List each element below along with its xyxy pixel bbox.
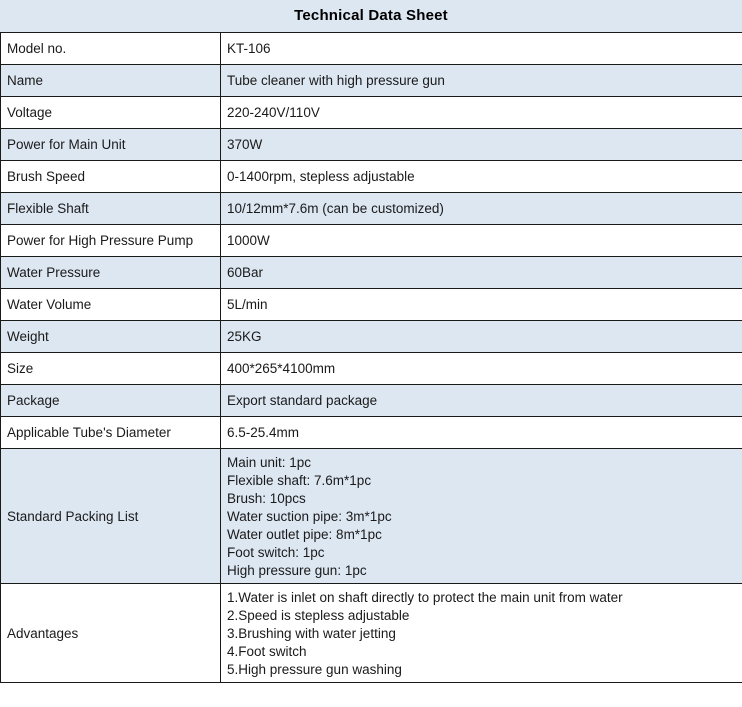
packing-list-item: High pressure gun: 1pc	[227, 563, 367, 578]
spec-label: Applicable Tube's Diameter	[0, 416, 221, 449]
advantages-value: 1.Water is inlet on shaft directly to pr…	[220, 583, 742, 683]
spec-value: 5L/min	[220, 288, 742, 321]
advantage-item: 5.High pressure gun washing	[227, 662, 402, 677]
packing-list-item: Water outlet pipe: 8m*1pc	[227, 527, 382, 542]
advantage-item: 4.Foot switch	[227, 644, 307, 659]
page-title: Technical Data Sheet	[0, 0, 742, 32]
advantage-item: 2.Speed is stepless adjustable	[227, 608, 410, 623]
spec-label: Power for Main Unit	[0, 128, 221, 161]
spec-label: Brush Speed	[0, 160, 221, 193]
spec-value: 370W	[220, 128, 742, 161]
spec-label: Model no.	[0, 32, 221, 65]
packing-list-item: Main unit: 1pc	[227, 455, 312, 470]
table-row: Name Tube cleaner with high pressure gun	[0, 64, 742, 97]
spec-value: KT-106	[220, 32, 742, 65]
table-row: Package Export standard package	[0, 384, 742, 417]
table-row: Brush Speed 0-1400rpm, stepless adjustabl…	[0, 160, 742, 193]
packing-list-item: Water suction pipe: 3m*1pc	[227, 509, 392, 524]
packing-list-item: Foot switch: 1pc	[227, 545, 325, 560]
spec-label: Water Pressure	[0, 256, 221, 289]
packing-list-value-lines: Main unit: 1pc Flexible shaft: 7.6m*1pc Br…	[227, 454, 736, 580]
spec-label: Water Volume	[0, 288, 221, 321]
table-row: Model no. KT-106	[0, 32, 742, 65]
specifications-table: Model no. KT-106 Name Tube cleaner with hig…	[0, 32, 742, 683]
packing-list-item: Flexible shaft: 7.6m*1pc	[227, 473, 372, 488]
spec-value: Tube cleaner with high pressure gun	[220, 64, 742, 97]
spec-value: 60Bar	[220, 256, 742, 289]
table-body: Model no. KT-106 Name Tube cleaner with hig…	[0, 32, 742, 683]
spec-value: 6.5-25.4mm	[220, 416, 742, 449]
spec-label: Voltage	[0, 96, 221, 129]
packing-list-label: Standard Packing List	[0, 448, 221, 584]
table-row-advantages: Advantages 1.Water is inlet on shaft dire…	[0, 583, 742, 683]
spec-value: 0-1400rpm, stepless adjustable	[220, 160, 742, 193]
spec-value: Export standard package	[220, 384, 742, 417]
spec-value: 25KG	[220, 320, 742, 353]
spec-label: Weight	[0, 320, 221, 353]
table-row: Water Volume 5L/min	[0, 288, 742, 321]
packing-list-item: Brush: 10pcs	[227, 491, 306, 506]
spec-label: Flexible Shaft	[0, 192, 221, 225]
packing-list-value: Main unit: 1pc Flexible shaft: 7.6m*1pc Br…	[220, 448, 742, 584]
advantage-item: 3.Brushing with water jetting	[227, 626, 396, 641]
spec-label: Size	[0, 352, 221, 385]
table-row: Applicable Tube's Diameter 6.5-25.4mm	[0, 416, 742, 449]
spec-value: 400*265*4100mm	[220, 352, 742, 385]
spec-label: Name	[0, 64, 221, 97]
spec-label: Power for High Pressure Pump	[0, 224, 221, 257]
advantage-item: 1.Water is inlet on shaft directly to pr…	[227, 590, 623, 605]
spec-value: 10/12mm*7.6m (can be customized)	[220, 192, 742, 225]
spec-label: Package	[0, 384, 221, 417]
advantages-label: Advantages	[0, 583, 221, 683]
table-row: Water Pressure 60Bar	[0, 256, 742, 289]
advantages-value-lines: 1.Water is inlet on shaft directly to pr…	[227, 589, 736, 679]
table-row: Flexible Shaft 10/12mm*7.6m (can be custo…	[0, 192, 742, 225]
table-row: Weight 25KG	[0, 320, 742, 353]
table-row: Power for High Pressure Pump 1000W	[0, 224, 742, 257]
table-row-packing-list: Standard Packing List Main unit: 1pc Flexi…	[0, 448, 742, 584]
table-row: Power for Main Unit 370W	[0, 128, 742, 161]
table-row: Voltage 220-240V/110V	[0, 96, 742, 129]
spec-value: 220-240V/110V	[220, 96, 742, 129]
spec-value: 1000W	[220, 224, 742, 257]
table-row: Size 400*265*4100mm	[0, 352, 742, 385]
